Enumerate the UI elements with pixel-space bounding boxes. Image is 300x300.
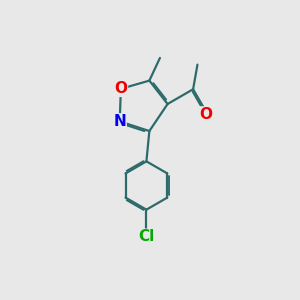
Text: O: O xyxy=(114,81,128,96)
Text: Cl: Cl xyxy=(138,229,154,244)
Text: N: N xyxy=(113,114,126,129)
Text: O: O xyxy=(199,107,212,122)
